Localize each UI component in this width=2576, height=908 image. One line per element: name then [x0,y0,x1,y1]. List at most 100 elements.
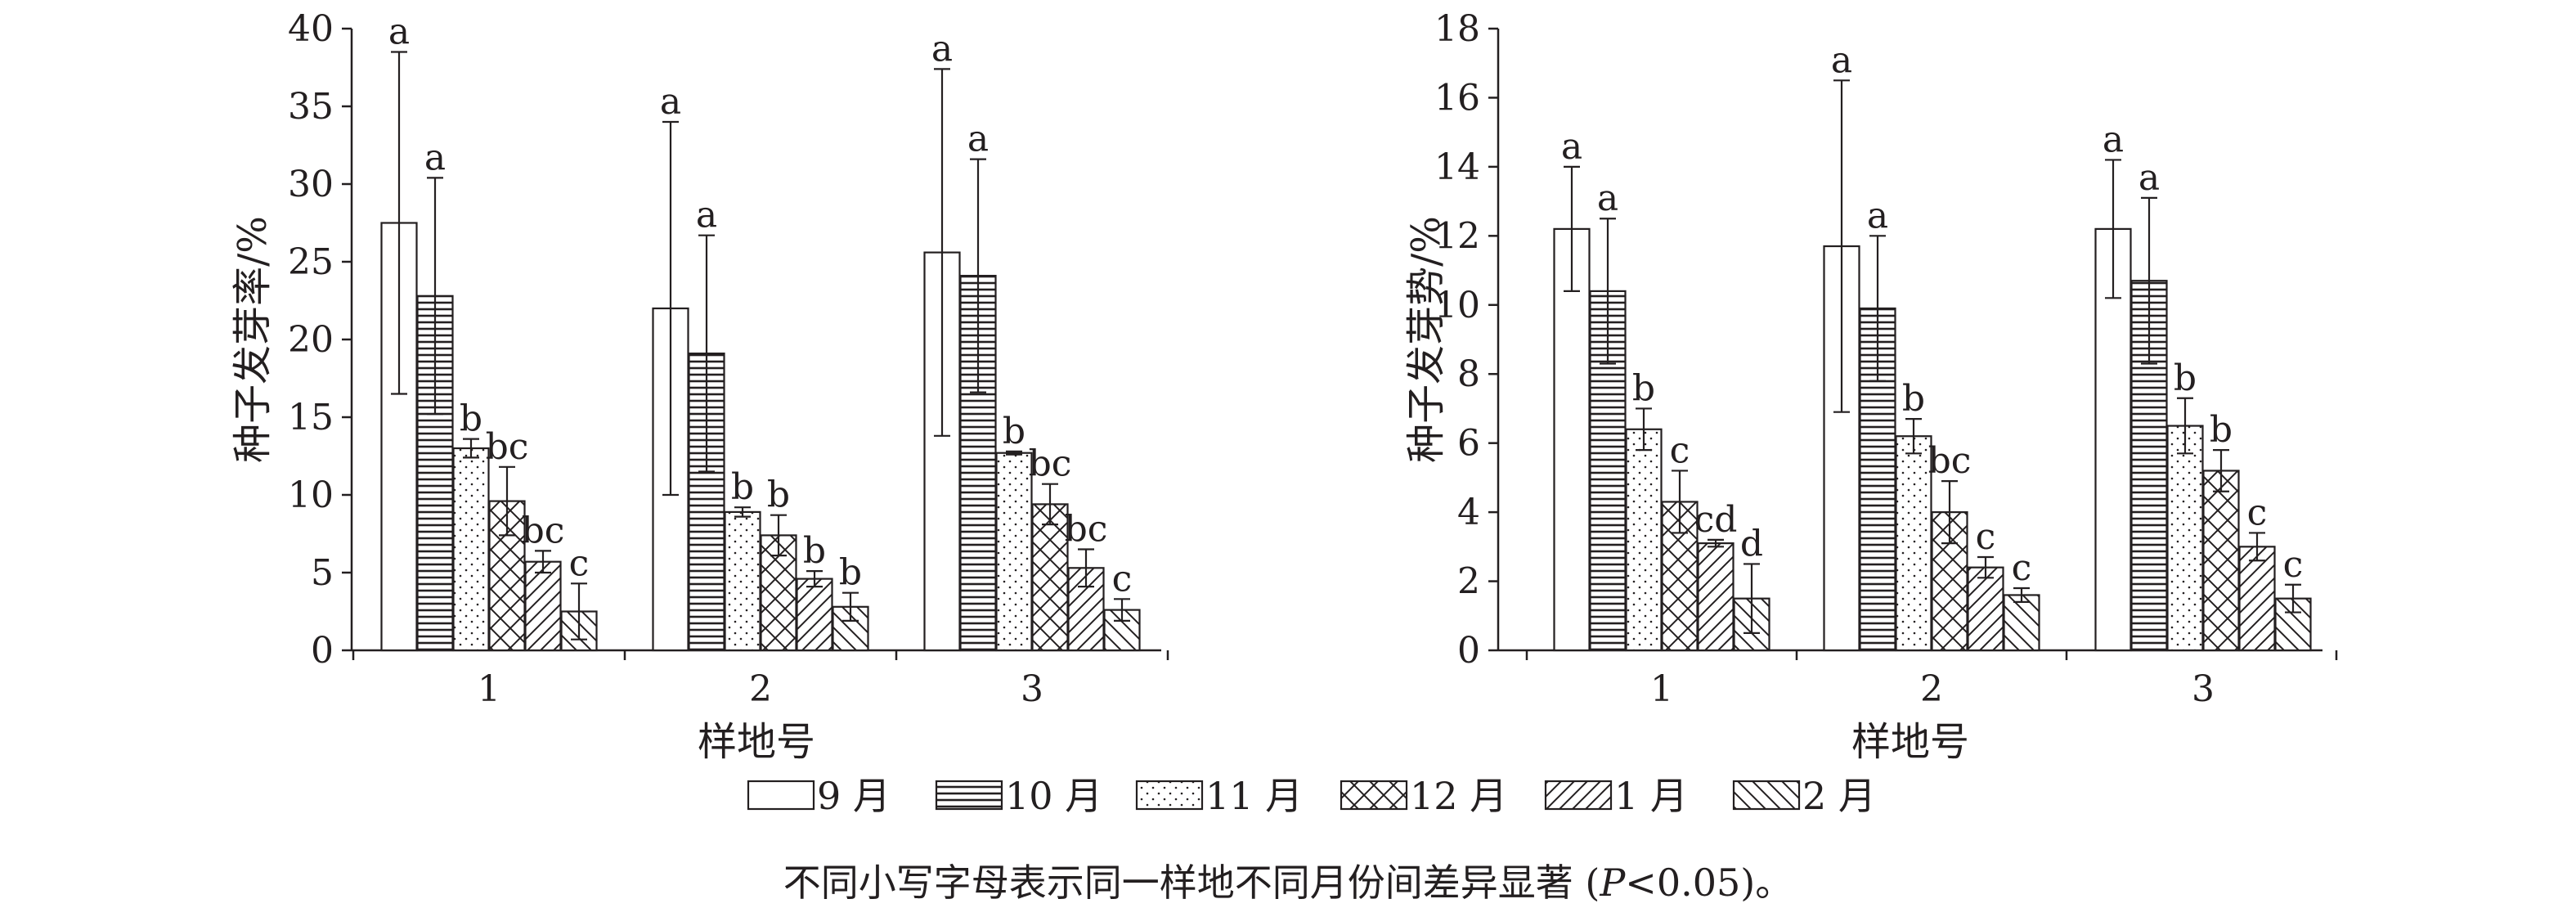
significance-letter: d [1740,523,1763,564]
significance-letter: a [388,11,410,53]
significance-letter: a [1867,195,1888,236]
significance-letter: a [1831,39,1852,81]
significance-letter: b [1003,411,1025,452]
bar [452,447,490,652]
legend-swatch [1544,780,1613,811]
bar [1895,435,1932,652]
significance-letter: b [2210,409,2233,451]
significance-letter: b [2174,357,2197,399]
significance-letter: a [1597,178,1618,219]
bar [1967,566,2004,652]
footnote-end: <0.05)。 [1625,861,1793,905]
y-tick-label: 0 [311,630,334,672]
significance-letter: c [1112,558,1133,600]
bar [1553,227,1591,652]
y-tick-label: 12 [1434,215,1480,257]
significance-letter: c [1670,429,1690,471]
legend-swatch [935,780,1003,811]
bar [724,510,761,652]
significance-letter: bc [1928,440,1972,482]
significance-letter: a [1561,126,1582,168]
significance-letter: b [839,552,862,594]
x-axis-title: 样地号 [698,719,815,765]
y-tick-label: 18 [1434,8,1480,50]
y-tick-label: 10 [1434,285,1480,326]
bar [524,560,562,652]
legend-swatch [1340,780,1408,811]
significance-letter: b [460,398,482,440]
x-axis-title: 样地号 [1851,719,1969,765]
significance-letter: a [967,119,989,160]
legend-label: 12 月 [1410,774,1507,818]
footnote-p: P [1599,861,1626,905]
significance-letter: a [2138,157,2160,199]
significance-letter: b [1632,367,1655,409]
significance-letter: a [660,81,681,123]
y-tick-label: 30 [288,164,334,205]
bar [2166,425,2204,652]
significance-letter: bc [486,426,529,468]
significance-letter: a [696,195,717,236]
significance-letter: c [2283,544,2304,586]
y-tick-label: 20 [288,319,334,361]
significance-letter: b [731,466,754,508]
y-tick-label: 40 [288,8,334,50]
y-axis-title: 种子发芽率/% [230,216,276,463]
y-tick-label: 10 [288,474,334,516]
significance-letter: bc [522,510,565,551]
bar [2238,546,2276,652]
significance-letter: bc [1029,443,1072,485]
significance-letter: a [2103,119,2124,160]
y-tick-label: 14 [1434,146,1480,188]
x-tick-label: 1 [478,668,500,710]
legend-label: 2 月 [1802,774,1876,818]
y-tick-label: 5 [311,552,334,594]
significance-letter: a [424,137,446,178]
x-tick-label: 3 [1021,668,1043,710]
y-tick-label: 16 [1434,77,1480,119]
x-tick-label: 2 [749,668,772,710]
significance-letter: c [2012,547,2032,589]
y-tick-label: 8 [1457,353,1480,395]
significance-letter: b [803,530,826,572]
significance-letter: c [2247,492,2268,533]
significance-letter: b [1902,378,1925,420]
y-tick-label: 25 [288,241,334,283]
significance-letter: b [767,474,790,516]
y-tick-label: 35 [288,86,334,128]
bar [2094,227,2132,652]
legend-swatch [1135,780,1204,811]
bar [796,578,833,652]
legend: 9 月 10 月 11 月 12 月 1 月 2 月 [747,774,1876,818]
bar [2003,594,2040,652]
significance-letter: a [931,28,953,70]
bar [1031,503,1069,652]
significance-letter: bc [1065,509,1108,551]
y-tick-label: 6 [1457,423,1480,465]
bar [2202,470,2240,652]
legend-label: 11 月 [1205,774,1303,818]
bar [1697,542,1735,652]
y-tick-label: 0 [1457,630,1480,672]
legend-swatch [1732,780,1801,811]
legend-label: 10 月 [1005,774,1102,818]
bar [995,452,1033,652]
y-axis-title: 种子发芽势/% [1403,216,1449,463]
significance-letter: cd [1694,499,1738,541]
y-tick-label: 15 [288,397,334,438]
x-tick-label: 1 [1650,668,1673,710]
footnote-start: 不同小写字母表示同一样地不同月份间差异显著 ( [783,861,1600,905]
x-tick-label: 2 [1920,668,1943,710]
y-tick-label: 2 [1457,561,1480,603]
legend-label: 9 月 [817,774,891,818]
x-tick-label: 3 [2192,668,2215,710]
footnote: 不同小写字母表示同一样地不同月份间差异显著 (P<0.05)。 [783,861,1793,905]
significance-letter: c [569,542,590,584]
bar [1625,428,1663,652]
significance-letter: c [1976,516,1996,558]
y-tick-label: 4 [1457,492,1480,533]
legend-label: 1 月 [1614,774,1688,818]
